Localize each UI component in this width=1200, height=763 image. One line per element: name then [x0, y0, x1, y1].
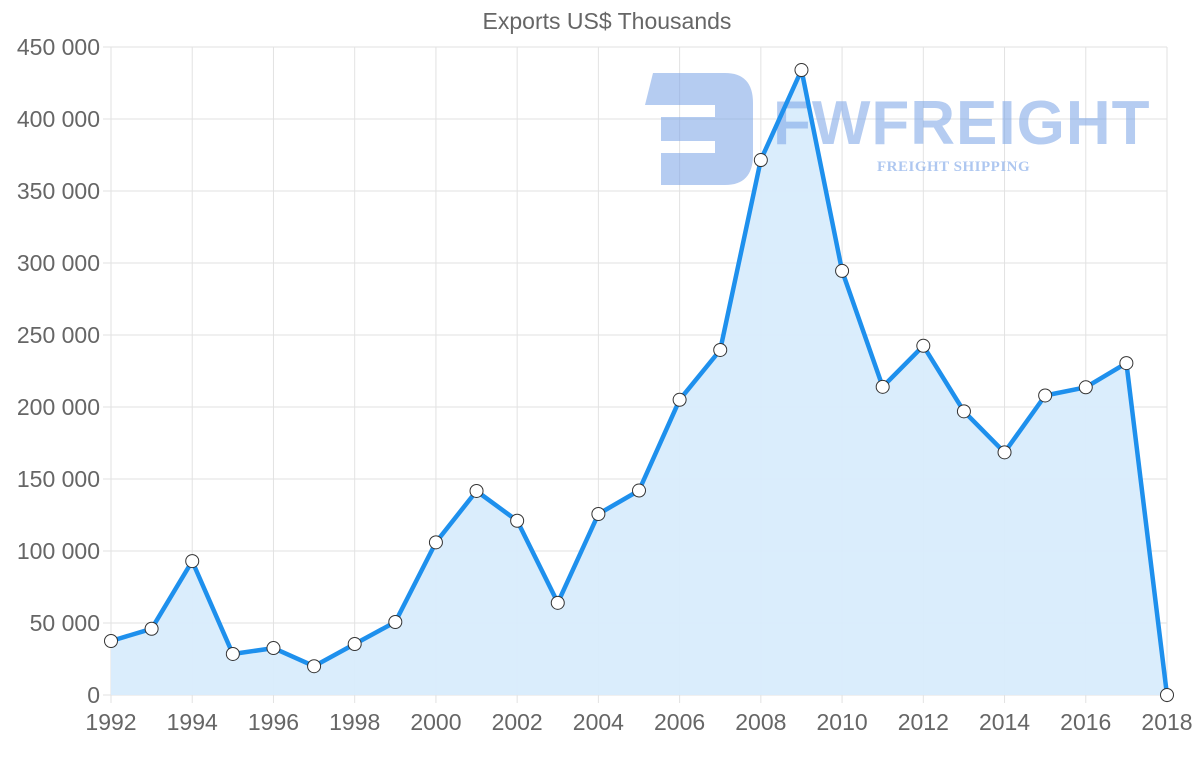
data-point-2009[interactable] — [794, 63, 809, 78]
data-point-2000[interactable] — [428, 535, 443, 550]
data-point-2007[interactable] — [713, 342, 728, 357]
x-tick-label: 2008 — [735, 709, 786, 735]
x-tick-label: 2000 — [410, 709, 461, 735]
y-axis-ticks: 0 50 000 100 000 150 000 200 000 250 000 300 0… — [17, 34, 100, 708]
area-fill — [111, 70, 1167, 695]
x-tick-label: 2016 — [1060, 709, 1111, 735]
data-point-2014[interactable] — [997, 445, 1012, 460]
data-point-2018[interactable] — [1160, 688, 1174, 702]
data-point-1998[interactable] — [347, 637, 362, 652]
data-point-1999[interactable] — [388, 614, 403, 629]
data-point-1996[interactable] — [266, 641, 281, 656]
data-point-1993[interactable] — [144, 621, 159, 636]
data-point-1997[interactable] — [307, 659, 322, 674]
data-point-2004[interactable] — [591, 506, 606, 521]
data-point-2003[interactable] — [550, 595, 565, 610]
x-tick-label: 1996 — [248, 709, 299, 735]
y-tick-label: 150 000 — [17, 466, 100, 492]
x-tick-label: 2002 — [492, 709, 543, 735]
y-tick-label: 200 000 — [17, 394, 100, 420]
data-point-2010[interactable] — [835, 263, 850, 278]
y-tick-label: 400 000 — [17, 106, 100, 132]
y-tick-label: 250 000 — [17, 322, 100, 348]
x-tick-label: 2004 — [573, 709, 624, 735]
data-point-1994[interactable] — [185, 554, 200, 569]
chart-title: Exports US$ Thousands — [482, 8, 732, 34]
x-tick-label: 1998 — [329, 709, 380, 735]
data-point-2002[interactable] — [510, 513, 525, 528]
data-point-2005[interactable] — [632, 483, 646, 498]
data-point-2006[interactable] — [672, 392, 687, 407]
data-point-1992[interactable] — [104, 634, 118, 648]
x-tick-label: 2006 — [654, 709, 705, 735]
x-axis-ticks: 1992 1994 1996 1998 2000 2002 2004 2006 2008 2010… — [85, 709, 1192, 735]
y-tick-label: 0 — [87, 682, 100, 708]
data-point-2017[interactable] — [1119, 356, 1134, 371]
data-point-2011[interactable] — [875, 379, 890, 394]
y-tick-label: 450 000 — [17, 34, 100, 60]
x-tick-label: 1992 — [85, 709, 136, 735]
data-point-2015[interactable] — [1038, 388, 1053, 403]
data-point-2001[interactable] — [469, 483, 484, 498]
y-tick-label: 350 000 — [17, 178, 100, 204]
data-point-2016[interactable] — [1078, 380, 1093, 395]
x-tick-label: 1994 — [167, 709, 218, 735]
data-point-2008[interactable] — [753, 153, 768, 168]
series-line — [108, 67, 1170, 698]
y-tick-label: 100 000 — [17, 538, 100, 564]
x-tick-label: 2010 — [816, 709, 867, 735]
data-point-1995[interactable] — [225, 646, 240, 661]
y-tick-label: 50 000 — [30, 610, 100, 636]
data-points — [104, 63, 1174, 702]
data-point-2013[interactable] — [956, 404, 971, 419]
x-tick-label: 2018 — [1141, 709, 1192, 735]
data-point-2012[interactable] — [916, 338, 931, 353]
x-tick-label: 2012 — [898, 709, 949, 735]
x-tick-label: 2014 — [979, 709, 1030, 735]
y-tick-label: 300 000 — [17, 250, 100, 276]
